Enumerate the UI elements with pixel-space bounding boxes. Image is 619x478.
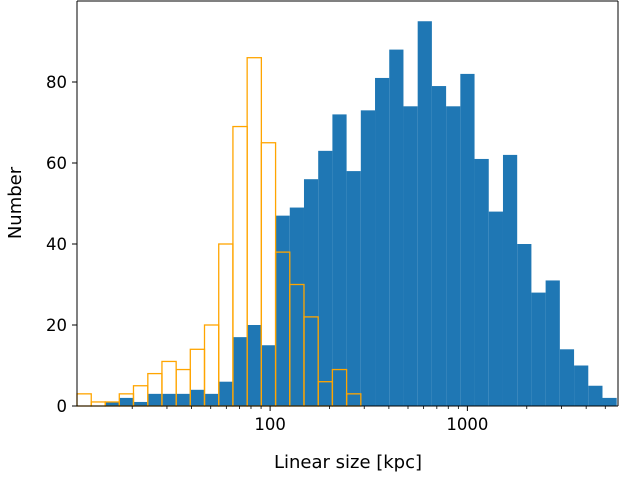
blue-bar — [559, 349, 575, 406]
blue-bar — [303, 179, 319, 406]
blue-bar — [275, 215, 290, 406]
ticks: 0 20 40 60 80 100 1000 — [46, 73, 606, 434]
y-tick-label: 60 — [46, 154, 67, 173]
blue-bar — [474, 158, 489, 406]
blue-bar — [488, 211, 503, 406]
blue-bar — [545, 280, 560, 406]
blue-bar — [403, 106, 418, 407]
blue-bar — [417, 21, 432, 406]
blue-bar — [602, 397, 617, 406]
blue-bar — [502, 154, 518, 406]
blue-bar — [531, 292, 546, 406]
y-tick-label: 40 — [46, 235, 67, 254]
blue-bar — [261, 345, 276, 406]
blue-bar — [247, 325, 262, 406]
blue-bar — [460, 73, 475, 407]
blue-bar — [133, 401, 148, 406]
blue-bar — [232, 337, 248, 406]
orange-outline-bar — [76, 393, 92, 407]
y-axis-label: Number — [5, 166, 26, 239]
blue-bar — [218, 381, 233, 406]
x-tick-label: 100 — [254, 415, 286, 434]
x-axis-label: Linear size [kpc] — [274, 452, 422, 473]
blue-bar — [147, 393, 162, 406]
orange-outline-bar — [90, 401, 106, 407]
blue-bar — [360, 110, 376, 406]
y-tick-label: 20 — [46, 316, 67, 335]
blue-bar — [517, 244, 532, 406]
series-filled-bars — [105, 21, 617, 407]
blue-bar — [588, 385, 603, 406]
blue-bar — [289, 207, 304, 406]
blue-bar — [375, 77, 390, 406]
blue-bar — [105, 401, 120, 406]
blue-bar — [574, 365, 589, 406]
blue-bar — [446, 106, 461, 407]
blue-bar — [389, 49, 404, 406]
blue-bar — [318, 150, 333, 406]
blue-bar — [176, 393, 191, 406]
blue-bar — [431, 86, 447, 407]
blue-bar — [119, 397, 134, 406]
y-tick-label: 80 — [46, 73, 67, 92]
blue-bar — [161, 393, 177, 406]
blue-bar — [190, 389, 205, 406]
blue-bar — [346, 171, 361, 406]
blue-bar — [204, 393, 219, 406]
blue-bar — [332, 114, 347, 407]
x-tick-label: 1000 — [446, 415, 488, 434]
y-tick-label: 0 — [57, 397, 68, 416]
